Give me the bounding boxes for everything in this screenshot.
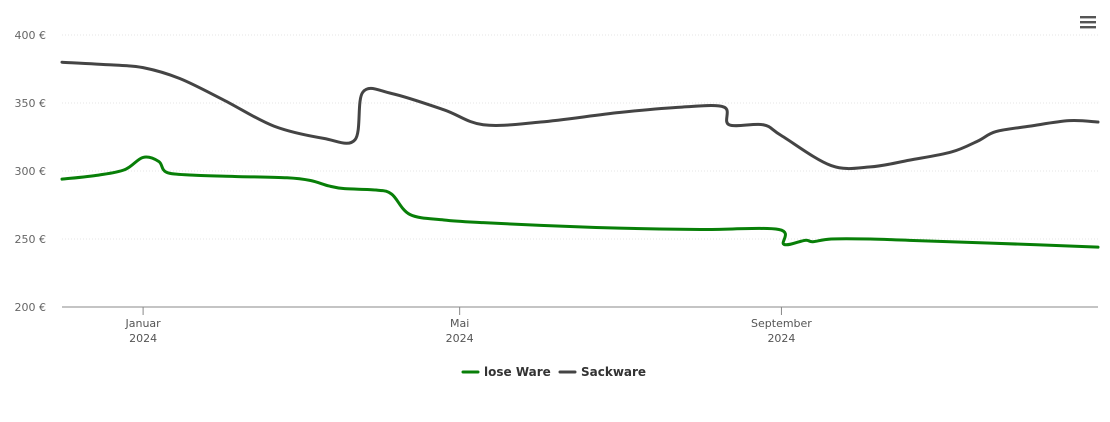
series-line-sackware xyxy=(60,60,1100,171)
legend-item[interactable]: lose Ware xyxy=(461,365,551,379)
series-line-lose-ware xyxy=(60,155,1100,249)
x-axis-ticks: Januar 2024 Mai 2024 September 2024 xyxy=(124,307,812,345)
x-tick-label-year: 2024 xyxy=(129,332,157,345)
y-tick-label: 200 € xyxy=(15,301,47,314)
y-axis-ticks: 200 € 250 € 300 € 350 € 400 € xyxy=(15,29,47,314)
x-tick-label-month: September xyxy=(751,317,812,330)
legend-label: lose Ware xyxy=(484,365,551,379)
y-tick-label: 300 € xyxy=(15,165,47,178)
x-tick-label-month: Mai xyxy=(450,317,469,330)
x-tick-label-year: 2024 xyxy=(446,332,474,345)
series-lines xyxy=(60,60,1100,249)
hamburger-menu-icon[interactable] xyxy=(1079,14,1097,30)
x-tick-label-month: Januar xyxy=(124,317,161,330)
y-tick-label: 250 € xyxy=(15,233,47,246)
legend-item[interactable]: Sackware xyxy=(558,365,646,379)
y-tick-label: 400 € xyxy=(15,29,47,42)
legend: lose Ware Sackware xyxy=(461,365,646,379)
grid-lines xyxy=(62,34,1098,240)
y-tick-label: 350 € xyxy=(15,97,47,110)
legend-label: Sackware xyxy=(581,365,646,379)
x-tick-label-year: 2024 xyxy=(767,332,795,345)
